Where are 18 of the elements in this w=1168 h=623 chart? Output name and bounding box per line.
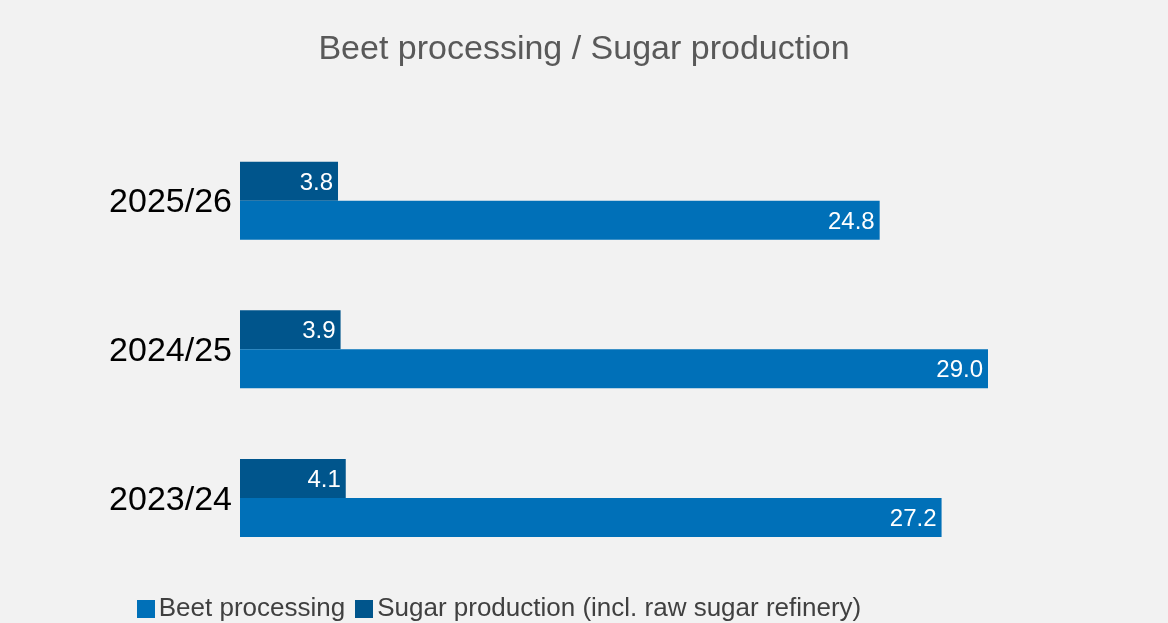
y-tick-label: 2023/24 — [109, 478, 232, 517]
legend-label: Sugar production (incl. raw sugar refinery) — [377, 592, 862, 622]
data-label: 27.2 — [889, 504, 937, 532]
legend-label: Beet processing — [158, 592, 346, 622]
chart-title: Beet processing / Sugar production — [317, 28, 851, 67]
bar — [240, 161, 339, 201]
data-label: 24.8 — [827, 206, 875, 234]
data-label: 3.9 — [302, 316, 336, 344]
data-label: 4.1 — [307, 465, 341, 493]
bar — [240, 459, 346, 499]
bar — [240, 349, 988, 389]
data-label: 29.0 — [936, 355, 983, 383]
data-label: 3.8 — [299, 167, 334, 195]
y-tick-label: 2025/26 — [109, 181, 232, 220]
y-tick-label: 2024/25 — [109, 330, 232, 369]
bar — [240, 498, 942, 538]
bar — [240, 200, 880, 240]
bar — [240, 310, 341, 350]
